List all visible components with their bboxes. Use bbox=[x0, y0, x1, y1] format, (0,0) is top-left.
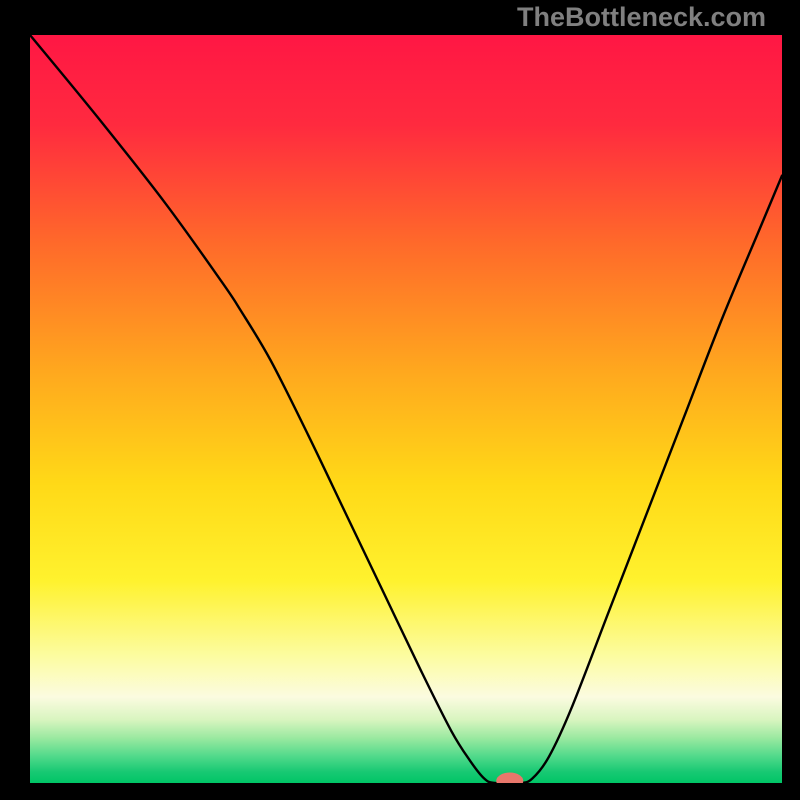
chart-container: TheBottleneck.com bbox=[0, 0, 800, 800]
plot-area bbox=[30, 35, 782, 783]
watermark-label: TheBottleneck.com bbox=[517, 2, 766, 33]
gradient-background bbox=[30, 35, 782, 783]
chart-svg bbox=[30, 35, 782, 783]
